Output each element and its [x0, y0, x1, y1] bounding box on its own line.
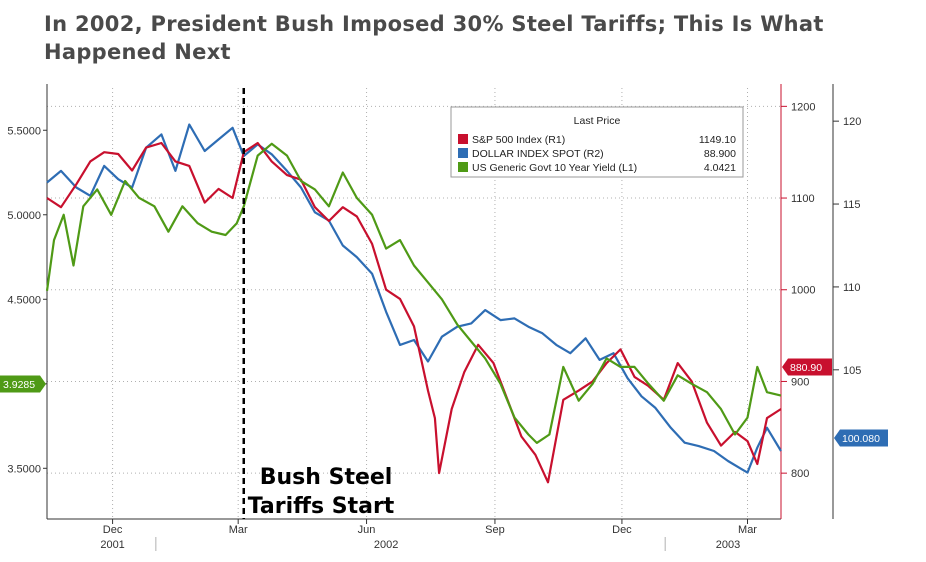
- legend-swatch-yield: [458, 162, 468, 172]
- x-tick-label: Mar: [229, 524, 248, 536]
- r1-tick-label: 1000: [791, 285, 815, 297]
- page-title: In 2002, President Bush Imposed 30% Stee…: [44, 12, 824, 64]
- left-tick-label: 4.5000: [7, 294, 41, 306]
- legend-swatch-dollar: [458, 148, 468, 158]
- r2-tick-label: 110: [843, 282, 861, 294]
- annotation-label-line2: Tariffs Start: [248, 494, 395, 519]
- x-tick-label: Sep: [485, 524, 505, 536]
- series-line-yield: [45, 142, 782, 444]
- tag-dollar: 100.080: [834, 429, 888, 447]
- tag-dollar-label: 100.080: [842, 433, 880, 445]
- tag-sp500-label: 880.90: [790, 362, 822, 374]
- tag-sp500-shape: [782, 358, 832, 376]
- left-tick-label: 5.0000: [7, 210, 41, 222]
- x-tick-label: Dec: [103, 524, 123, 536]
- left-tick-label: 5.5000: [7, 125, 41, 137]
- legend-value-sp500: 1149.10: [699, 134, 736, 146]
- tag-dollar-shape: [834, 429, 888, 447]
- last-value-tags: 880.90 100.080 3.9285: [0, 358, 888, 447]
- r1-tick-label: 1100: [791, 193, 815, 205]
- annotation-layer: Bush Steel Tariffs Start: [242, 88, 395, 519]
- legend-box: [450, 106, 744, 178]
- r2-tick-label: 105: [843, 365, 861, 377]
- x-tick-label: Jun: [358, 524, 376, 536]
- year-label: 2003: [716, 539, 740, 551]
- x-tick-label: Mar: [738, 524, 757, 536]
- series-line-sp500: [46, 141, 782, 484]
- tag-yield-label: 3.9285: [3, 379, 35, 391]
- annotation-label-line1: Bush Steel: [260, 465, 393, 490]
- r2-tick-label: 115: [843, 199, 861, 211]
- legend-label-dollar: DOLLAR INDEX SPOT (R2): [472, 148, 604, 160]
- year-label: 2001: [100, 539, 124, 551]
- legend-label-sp500: S&P 500 Index (R1): [472, 134, 565, 146]
- r1-tick-label: 1200: [791, 101, 815, 113]
- series-line-dollar: [46, 123, 782, 474]
- x-tick-label: Dec: [612, 524, 632, 536]
- legend-label-yield: US Generic Govt 10 Year Yield (L1): [472, 162, 637, 174]
- r1-tick-label: 900: [791, 376, 809, 388]
- legend-swatch-sp500: [458, 134, 468, 144]
- tag-yield-shape: [0, 375, 46, 393]
- legend-title: Last Price: [574, 115, 621, 127]
- series-layer: [45, 123, 782, 484]
- left-tick-label: 3.5000: [7, 463, 41, 475]
- r1-tick-label: 800: [791, 468, 809, 480]
- r2-tick-label: 120: [843, 116, 861, 128]
- year-label: 2002: [374, 539, 398, 551]
- legend-value-yield: 4.0421: [704, 162, 736, 174]
- tag-sp500: 880.90: [782, 358, 832, 376]
- tag-yield: 3.9285: [0, 375, 46, 393]
- legend: Last Price S&P 500 Index (R1) 1149.10 DOLLA…: [450, 106, 744, 178]
- legend-value-dollar: 88.900: [704, 148, 736, 160]
